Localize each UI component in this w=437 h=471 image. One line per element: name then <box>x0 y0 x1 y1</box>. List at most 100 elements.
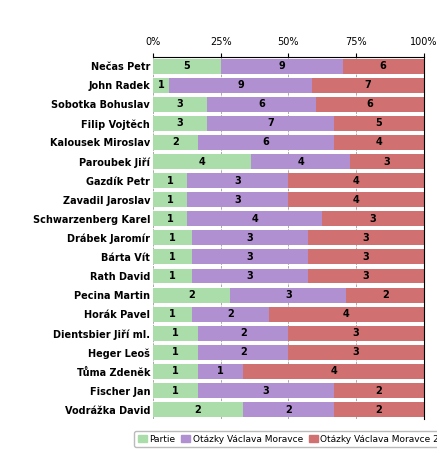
Bar <box>243 402 333 417</box>
Bar <box>288 173 424 188</box>
Text: 6: 6 <box>263 138 269 147</box>
Bar <box>343 58 424 73</box>
Text: 2: 2 <box>240 348 246 357</box>
Text: 2: 2 <box>227 309 234 319</box>
Bar <box>333 383 424 398</box>
Text: 2: 2 <box>375 405 382 414</box>
Bar <box>153 250 192 264</box>
Bar <box>269 307 424 322</box>
Bar <box>153 288 230 302</box>
Text: 4: 4 <box>330 366 337 376</box>
Text: 1: 1 <box>172 328 179 338</box>
Text: 1: 1 <box>172 348 179 357</box>
Bar <box>288 345 424 360</box>
Text: 4: 4 <box>343 309 350 319</box>
Bar <box>251 154 350 169</box>
Text: 9: 9 <box>237 80 244 90</box>
Bar <box>153 364 198 379</box>
Bar <box>187 211 323 226</box>
Bar <box>198 135 333 150</box>
Text: 3: 3 <box>384 156 390 167</box>
Text: 1: 1 <box>217 366 224 376</box>
Bar <box>198 383 333 398</box>
Text: 4: 4 <box>297 156 304 167</box>
Text: 1: 1 <box>172 366 179 376</box>
Text: 2: 2 <box>382 290 388 300</box>
Bar <box>153 230 192 245</box>
Text: 2: 2 <box>285 405 292 414</box>
Text: 3: 3 <box>362 271 369 281</box>
Text: 2: 2 <box>240 328 246 338</box>
Bar <box>243 364 424 379</box>
Text: 3: 3 <box>362 233 369 243</box>
Bar <box>153 78 169 93</box>
Bar <box>153 402 243 417</box>
Text: 3: 3 <box>263 386 269 396</box>
Bar <box>308 268 424 284</box>
Bar <box>153 135 198 150</box>
Bar <box>153 97 207 112</box>
Text: 4: 4 <box>199 156 205 167</box>
Bar <box>153 173 187 188</box>
Text: 2: 2 <box>188 290 195 300</box>
Text: 1: 1 <box>169 233 176 243</box>
Bar <box>153 345 198 360</box>
Bar <box>192 307 269 322</box>
Bar <box>323 211 424 226</box>
Text: 1: 1 <box>166 176 173 186</box>
Bar <box>192 268 308 284</box>
Bar <box>198 345 288 360</box>
Text: 4: 4 <box>375 138 382 147</box>
Text: 1: 1 <box>169 309 176 319</box>
Text: 3: 3 <box>177 118 184 128</box>
Text: 3: 3 <box>246 252 253 262</box>
Bar <box>187 173 288 188</box>
Text: 1: 1 <box>166 214 173 224</box>
Bar <box>192 230 308 245</box>
Text: 7: 7 <box>365 80 371 90</box>
Text: 3: 3 <box>246 233 253 243</box>
Bar <box>288 326 424 341</box>
Text: 6: 6 <box>258 99 265 109</box>
Bar <box>153 192 187 207</box>
Bar <box>153 211 187 226</box>
Text: 1: 1 <box>169 252 176 262</box>
Text: 1: 1 <box>169 271 176 281</box>
Bar <box>198 326 288 341</box>
Text: 3: 3 <box>177 99 184 109</box>
Bar <box>230 288 347 302</box>
Bar <box>308 230 424 245</box>
Text: 2: 2 <box>375 386 382 396</box>
Text: 3: 3 <box>353 348 360 357</box>
Text: 3: 3 <box>234 176 241 186</box>
Bar <box>333 402 424 417</box>
Text: 3: 3 <box>370 214 376 224</box>
Text: 1: 1 <box>166 195 173 205</box>
Bar <box>153 268 192 284</box>
Text: 6: 6 <box>366 99 373 109</box>
Text: 3: 3 <box>285 290 292 300</box>
Text: 2: 2 <box>195 405 201 414</box>
Bar <box>316 97 424 112</box>
Bar <box>207 97 316 112</box>
Text: 5: 5 <box>184 61 190 71</box>
Text: 7: 7 <box>267 118 274 128</box>
Bar <box>187 192 288 207</box>
Bar <box>207 116 333 131</box>
Text: 5: 5 <box>375 118 382 128</box>
Bar <box>308 250 424 264</box>
Text: 4: 4 <box>353 195 360 205</box>
Bar <box>350 154 424 169</box>
Bar <box>192 250 308 264</box>
Bar <box>312 78 424 93</box>
Bar <box>153 383 198 398</box>
Text: 3: 3 <box>362 252 369 262</box>
Bar <box>333 135 424 150</box>
Bar <box>153 116 207 131</box>
Bar <box>169 78 312 93</box>
Text: 3: 3 <box>353 328 360 338</box>
Text: 3: 3 <box>246 271 253 281</box>
Bar <box>153 58 221 73</box>
Bar <box>153 154 251 169</box>
Bar <box>153 326 198 341</box>
